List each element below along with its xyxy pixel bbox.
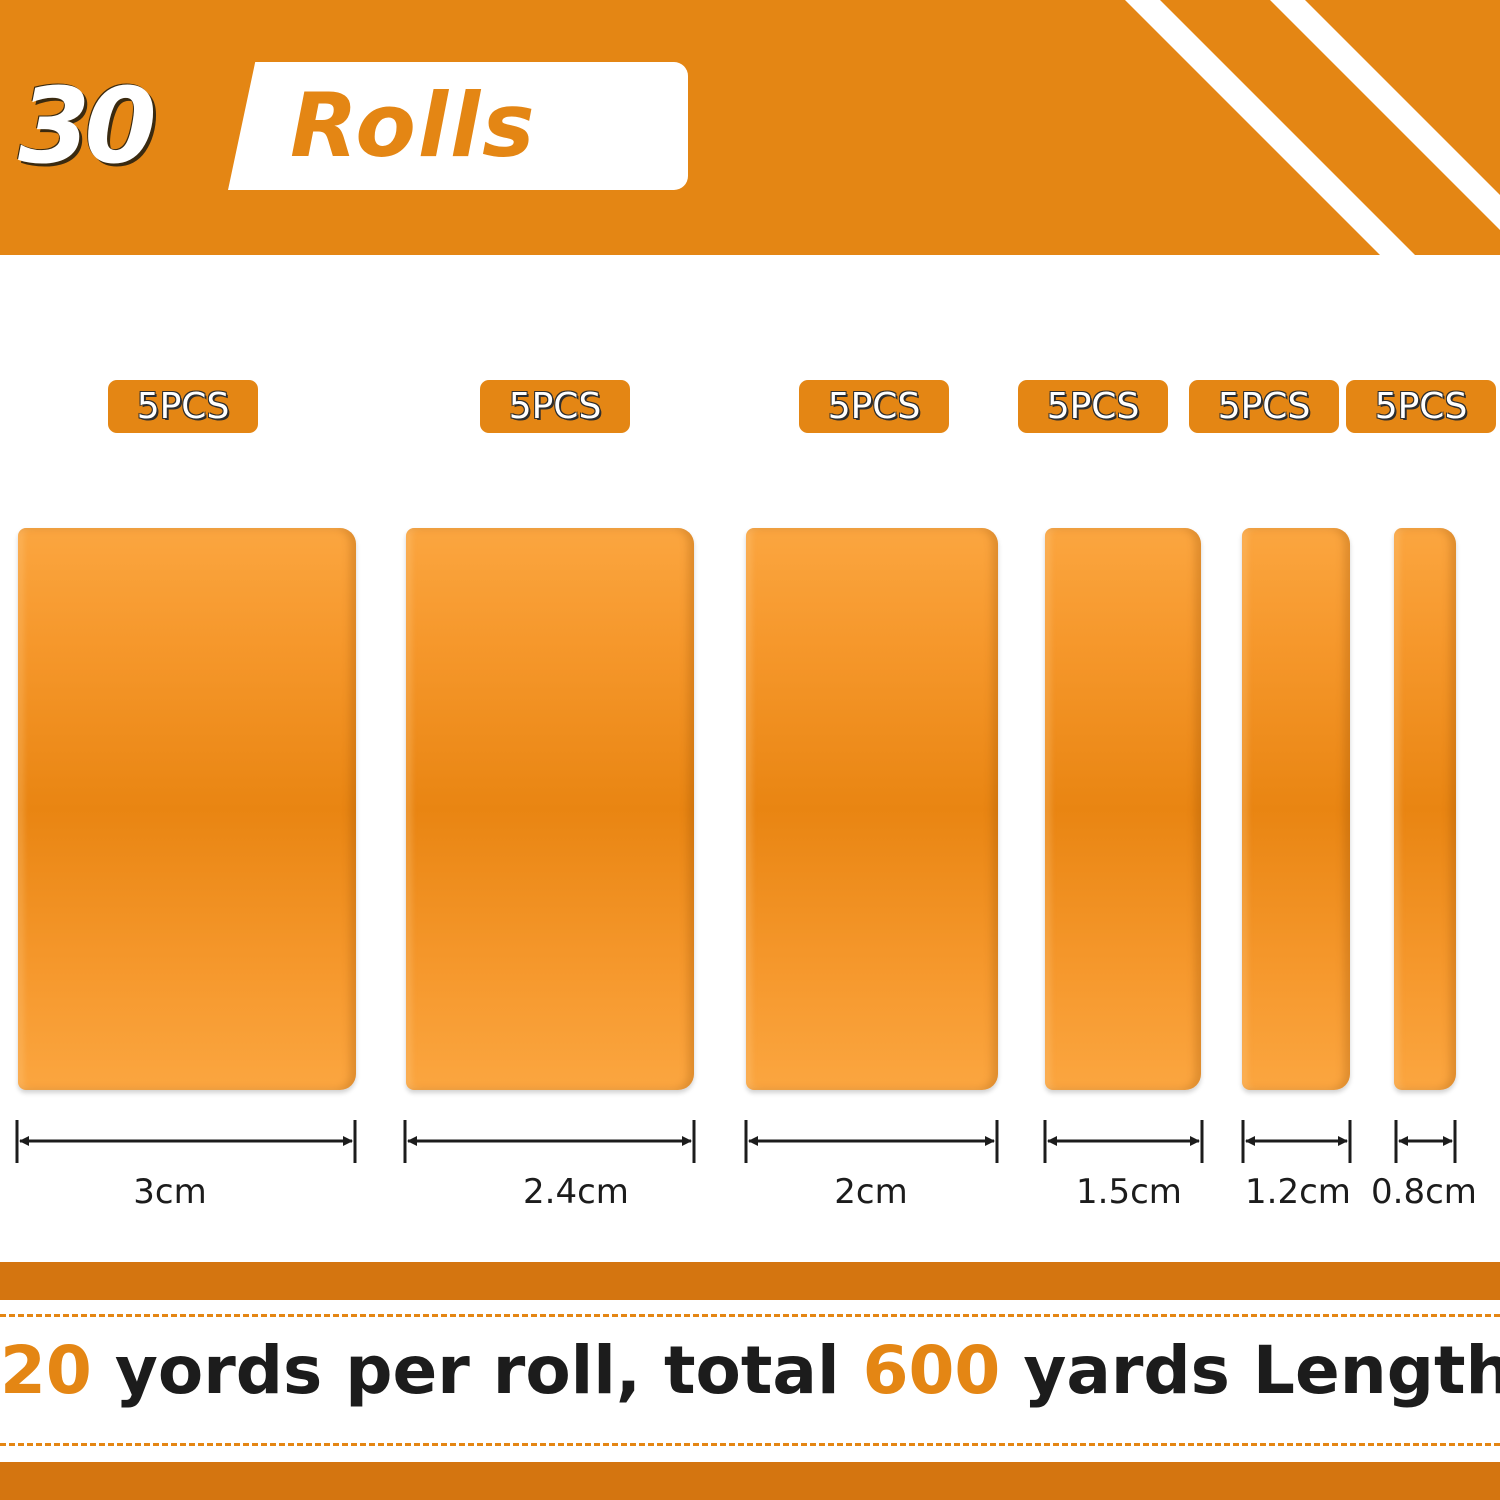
dimension-1-5cm — [1043, 1120, 1204, 1163]
length-statement: 20 yords per roll, total 600 yards Lengt… — [0, 1332, 1500, 1409]
tape-roll — [1045, 528, 1201, 1090]
per-roll-text: yords per roll, total — [91, 1332, 863, 1409]
footer-band-top — [0, 1262, 1500, 1300]
stripe-2 — [1270, 0, 1500, 230]
dimension-arrows — [15, 1120, 1457, 1163]
dashed-divider-top — [0, 1314, 1500, 1317]
size-label: 3cm — [133, 1172, 207, 1212]
size-label: 1.2cm — [1245, 1172, 1351, 1212]
tape-roll — [1242, 528, 1350, 1090]
decorative-stripes — [1125, 0, 1500, 255]
qty-badge: 5PCS — [108, 380, 258, 433]
total-text: yards Length — [1000, 1332, 1500, 1409]
stripe-1 — [1125, 0, 1415, 255]
dimension-2-4cm — [403, 1120, 696, 1163]
size-label: 0.8cm — [1371, 1172, 1477, 1212]
qty-badge: 5PCS — [1018, 380, 1168, 433]
qty-badge: 5PCS — [1189, 380, 1339, 433]
dimension-3cm — [15, 1120, 357, 1163]
tape-roll — [1394, 528, 1456, 1090]
title-box: 30 Rolls — [0, 62, 688, 190]
dimension-2cm — [744, 1120, 999, 1163]
footer-band-bottom — [0, 1462, 1500, 1500]
dimension-1-2cm — [1241, 1120, 1352, 1163]
qty-badge: 5PCS — [1346, 380, 1496, 433]
size-label: 2.4cm — [523, 1172, 629, 1212]
qty-badge: 5PCS — [799, 380, 949, 433]
tape-roll — [746, 528, 998, 1090]
total-length: 600 — [862, 1332, 1001, 1409]
per-roll-length: 20 — [0, 1332, 92, 1409]
qty-badge: 5PCS — [480, 380, 630, 433]
size-label: 2cm — [834, 1172, 908, 1212]
header-banner: 30 Rolls — [0, 0, 1500, 255]
dimension-0-8cm — [1394, 1120, 1457, 1163]
tape-roll — [406, 528, 694, 1090]
size-label: 1.5cm — [1076, 1172, 1182, 1212]
dashed-divider-bottom — [0, 1443, 1500, 1446]
title-unit: Rolls — [290, 74, 537, 177]
tape-roll — [18, 528, 356, 1090]
roll-count: 30 — [18, 65, 157, 187]
